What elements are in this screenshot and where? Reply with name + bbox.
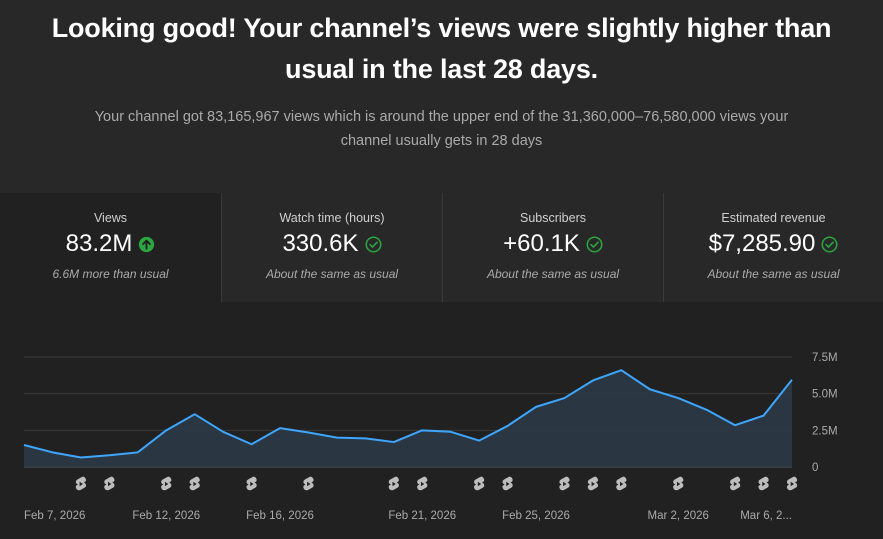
metric-value: $7,285.90 [708,230,816,257]
summary-line-1: Your channel got 83,165,967 views which … [94,109,789,125]
metric-note: About the same as usual [265,267,399,281]
metric-note: About the same as usual [707,267,840,281]
y-tick-label: 0 [812,462,818,474]
headline: Looking good! Your channel’s views were … [0,8,883,90]
area-fill [24,370,792,467]
shorts-upload-icon[interactable] [587,476,599,491]
metric-tab-views[interactable]: Views 83.2M 6.6M more than usual [0,193,221,302]
shorts-upload-icon[interactable] [161,476,172,491]
shorts-upload-icon[interactable] [559,476,570,491]
data-point[interactable] [704,407,710,413]
data-point[interactable] [533,404,539,410]
arrow-up-circle-icon [139,236,155,252]
metric-label: Subscribers [520,211,586,225]
check-circle-icon [821,236,838,252]
metric-note: About the same as usual [486,267,620,281]
shorts-upload-icon[interactable] [729,476,741,491]
metric-value: 330.6K [282,230,359,257]
data-point[interactable] [334,435,340,441]
headline-line-2: usual in the last 28 days. [285,54,598,84]
metric-value: +60.1K [503,230,580,257]
shorts-upload-icon[interactable] [502,476,513,491]
x-tick-label: Feb 21, 2026 [388,510,456,522]
data-point[interactable] [49,449,55,455]
data-point[interactable] [561,395,567,401]
views-chart-svg: 7.5M 5.0M 2.5M 0 Feb 7, 2026 Feb 12, 2026 Feb … [21,352,838,522]
shorts-upload-icon[interactable] [189,476,200,491]
shorts-upload-icon[interactable] [75,476,87,491]
shorts-upload-icon[interactable] [673,476,684,491]
metric-label: Views [93,211,128,225]
data-point[interactable] [21,442,27,448]
views-series-line [23,369,793,459]
metric-tab-watch-time[interactable]: Watch time (hours) 330.6K About the same… [221,193,442,302]
x-tick-label: Feb 12, 2026 [132,510,200,522]
data-point[interactable] [419,427,425,433]
shorts-upload-icon[interactable] [303,476,314,491]
summary-text: Your channel got 83,165,967 views which … [0,105,883,153]
check-circle-icon [365,236,382,252]
shorts-upload-icon[interactable] [388,476,399,491]
metric-label: Estimated revenue [721,211,826,225]
data-point[interactable] [220,429,226,435]
data-point[interactable] [732,422,738,428]
x-tick-label: Mar 2, 2026 [648,510,709,522]
x-tick-label: Feb 25, 2026 [502,510,570,522]
data-point[interactable] [277,425,283,431]
data-point[interactable] [789,377,795,383]
data-point[interactable] [761,413,767,419]
y-tick-label: 2.5M [812,425,838,437]
x-tick-label: Feb 7, 2026 [24,510,85,522]
shorts-upload-icon[interactable] [616,476,627,491]
data-point[interactable] [647,386,653,392]
shorts-upload-icon[interactable] [786,476,798,491]
data-point[interactable] [362,435,368,441]
data-point[interactable] [78,454,84,460]
metric-note: 6.6M more than usual [52,267,169,281]
metric-label: Watch time (hours) [279,211,385,225]
data-point[interactable] [448,429,454,435]
metric-tab-revenue[interactable]: Estimated revenue $7,285.90 About the sa… [663,193,883,302]
data-point[interactable] [305,430,311,436]
summary-line-2: channel usually gets in 28 days [340,133,543,149]
data-point[interactable] [476,438,482,444]
data-point[interactable] [192,411,198,417]
headline-line-1: Looking good! Your channel’s views were … [51,13,832,43]
y-tick-label: 7.5M [812,352,838,364]
shorts-upload-icon[interactable] [473,476,485,491]
data-point[interactable] [590,377,596,383]
shorts-upload-icon[interactable] [104,476,115,491]
x-tick-label: Feb 16, 2026 [246,510,314,522]
data-point[interactable] [675,395,681,401]
data-point[interactable] [391,439,397,445]
data-point[interactable] [163,427,169,433]
y-tick-label: 5.0M [812,389,838,401]
data-point[interactable] [249,441,255,447]
shorts-upload-icon[interactable] [417,476,428,491]
data-point[interactable] [106,452,112,458]
views-chart: 7.5M 5.0M 2.5M 0 Feb 7, 2026 Feb 12, 2026 Feb … [0,340,883,533]
metric-value: 83.2M [65,230,133,257]
data-point[interactable] [135,449,141,455]
shorts-upload-icon[interactable] [758,476,769,491]
x-tick-label: Mar 6, 2... [740,510,792,522]
shorts-upload-icon[interactable] [246,476,257,491]
metric-tab-subscribers[interactable]: Subscribers +60.1K About the same as usu… [442,193,663,302]
data-point[interactable] [505,423,511,429]
check-circle-icon [586,236,603,252]
data-point[interactable] [618,367,624,373]
